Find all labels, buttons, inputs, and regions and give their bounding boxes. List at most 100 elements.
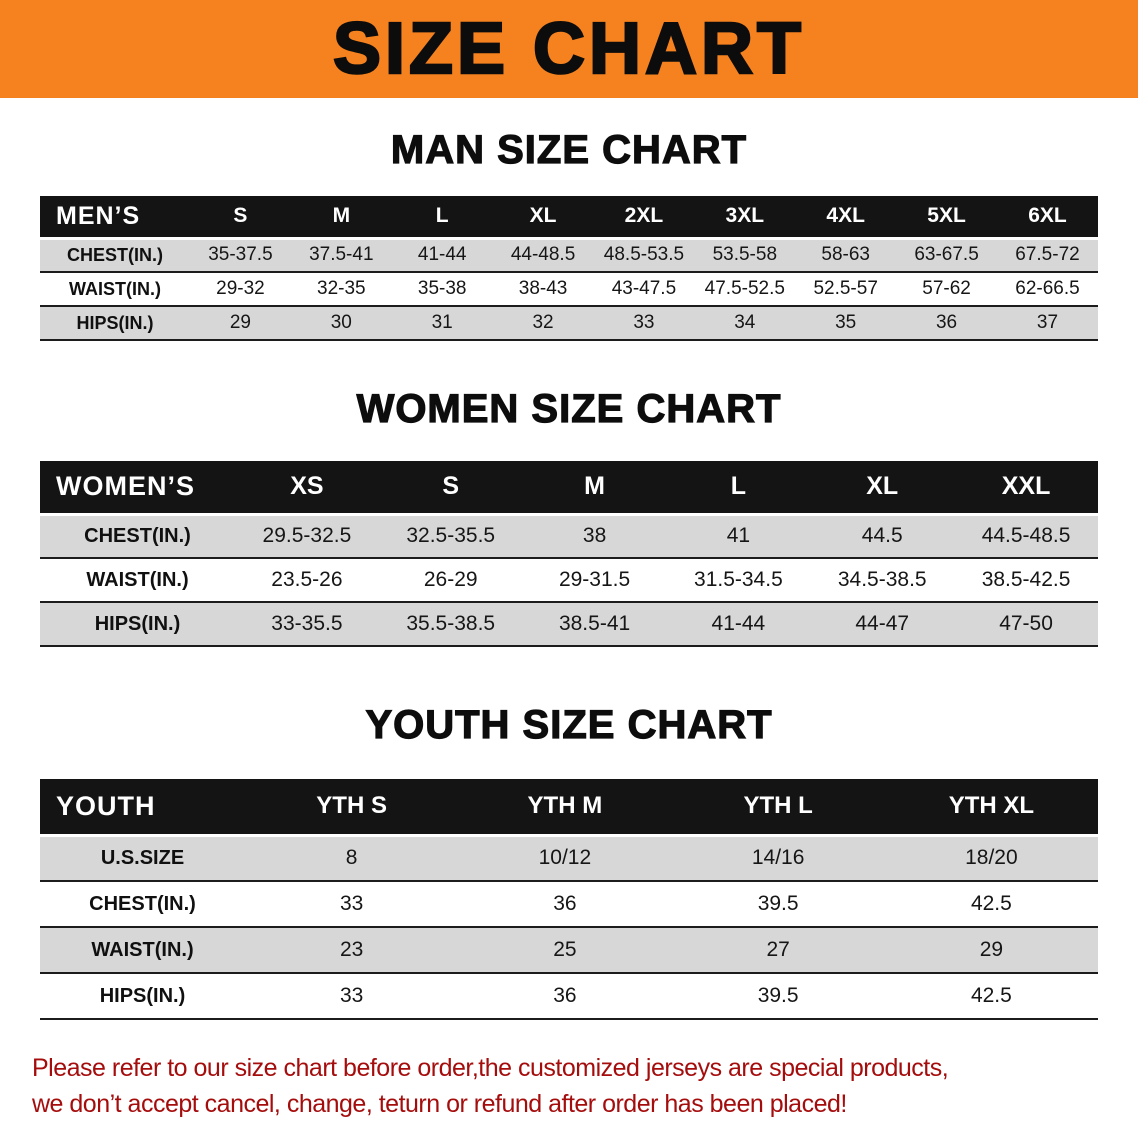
size-chart-title: SIZE CHART [332, 9, 805, 89]
women-column-header: S [378, 461, 523, 514]
women-value-cell: 44.5 [861, 524, 903, 548]
women-value-cell: 29.5-32.5 [262, 524, 352, 548]
men-row-label: WAIST(IN.) [69, 278, 161, 299]
men-value-cell: 29 [229, 312, 251, 333]
men-column-header: 2XL [593, 196, 695, 238]
men-table-row: HIPS(IN.) 29 30 31 32 33 34 35 36 37 [40, 306, 1098, 340]
women-size-chart-section: WOMEN SIZE CHART WOMEN’S XS S M L XL XXL CHEST(… [0, 386, 1138, 647]
youth-column-header: YTH M [458, 779, 672, 835]
youth-row-label: CHEST(IN.) [89, 892, 196, 915]
men-value-cell: 35 [835, 312, 857, 333]
men-row-label: CHEST(IN.) [67, 244, 163, 265]
women-value-cell: 38 [582, 524, 607, 548]
men-size-chart-heading: MAN SIZE CHART [390, 127, 748, 172]
youth-table-row: HIPS(IN.) 33 36 39.5 42.5 [40, 973, 1098, 1019]
men-size-chart-section: MAN SIZE CHART MEN’S S M L XL 2XL 3XL 4XL 5XL 6XL… [0, 127, 1138, 341]
women-table-row: WAIST(IN.) 23.5-26 26-29 29-31.5 31.5-34.5 34… [40, 558, 1098, 602]
women-column-header: XL [810, 461, 955, 514]
women-column-header: L [666, 461, 811, 514]
youth-value-cell: 29 [979, 938, 1004, 961]
youth-value-cell: 42.5 [970, 892, 1012, 915]
men-value-cell: 29-32 [216, 278, 265, 299]
women-value-cell: 26-29 [423, 568, 478, 591]
men-column-header: XL [492, 196, 594, 238]
women-value-cell: 47-50 [999, 612, 1053, 635]
youth-value-cell: 33 [339, 984, 364, 1007]
women-value-cell: 34.5-38.5 [837, 568, 927, 591]
women-row-label: CHEST(IN.) [84, 524, 191, 547]
youth-column-header: YTH XL [884, 779, 1098, 835]
men-value-cell: 57-62 [922, 278, 971, 299]
youth-value-cell: 18/20 [965, 846, 1018, 870]
men-column-header: 4XL [795, 196, 897, 238]
youth-corner-label: YOUTH [40, 779, 245, 835]
men-column-header: S [190, 196, 291, 238]
youth-value-cell: 36 [553, 892, 577, 915]
disclaimer-line-1: Please refer to our size chart before or… [32, 1054, 949, 1082]
women-value-cell: 38.5-41 [558, 612, 631, 635]
youth-value-cell: 8 [345, 846, 358, 870]
men-value-cell: 35-38 [417, 278, 467, 299]
youth-column-header: YTH L [671, 779, 885, 835]
women-value-cell: 32.5-35.5 [406, 524, 496, 548]
women-value-cell: 31.5-34.5 [694, 568, 783, 591]
youth-value-cell: 36 [553, 984, 577, 1007]
men-value-cell: 33 [633, 312, 655, 333]
men-table-row: WAIST(IN.) 29-32 32-35 35-38 38-43 43-47.5 47.… [40, 272, 1098, 306]
youth-row-label: U.S.SIZE [100, 846, 185, 869]
youth-header-row: YOUTH YTH S YTH M YTH L YTH XL [40, 779, 1098, 835]
men-value-cell: 30 [330, 312, 352, 333]
men-row-label: HIPS(IN.) [76, 312, 154, 333]
men-value-cell: 67.5-72 [1015, 244, 1080, 266]
youth-value-cell: 14/16 [751, 846, 805, 870]
women-corner-label: WOMEN’S [40, 461, 235, 514]
men-column-header: 3XL [694, 196, 796, 238]
women-table-row: HIPS(IN.) 33-35.5 35.5-38.5 38.5-41 41-44 44-… [40, 602, 1098, 646]
men-table-row: CHEST(IN.) 35-37.5 37.5-41 41-44 44-48.5 48.5… [40, 238, 1098, 272]
youth-size-chart-section: YOUTH SIZE CHART YOUTH YTH S YTH M YTH L YTH… [0, 702, 1138, 1020]
men-value-cell: 48.5-53.5 [603, 244, 685, 266]
youth-value-cell: 23 [339, 938, 364, 961]
women-size-table: WOMEN’S XS S M L XL XXL CHEST(IN.) 29.5-32.5 32.5… [40, 461, 1098, 647]
youth-value-cell: 25 [553, 938, 577, 961]
women-value-cell: 35.5-38.5 [406, 612, 496, 635]
women-value-cell: 41-44 [711, 612, 766, 635]
men-value-cell: 34 [734, 312, 756, 333]
men-value-cell: 52.5-57 [813, 278, 878, 299]
men-value-cell: 58-63 [821, 244, 870, 266]
size-chart-banner: SIZE CHART [0, 0, 1138, 98]
women-size-chart-heading: WOMEN SIZE CHART [356, 386, 782, 431]
men-column-header: M [290, 196, 392, 238]
youth-value-cell: 10/12 [538, 846, 592, 870]
women-header-row: WOMEN’S XS S M L XL XXL [40, 461, 1098, 514]
women-value-cell: 44.5-48.5 [981, 524, 1071, 548]
youth-column-header: YTH S [245, 779, 459, 835]
men-value-cell: 62-66.5 [1015, 278, 1080, 299]
men-corner-label: MEN’S [40, 196, 190, 238]
youth-size-table: YOUTH YTH S YTH M YTH L YTH XL U.S.SIZE 8 10/12… [40, 779, 1098, 1020]
women-value-cell: 41 [726, 524, 751, 548]
women-column-header: XS [235, 461, 379, 514]
men-value-cell: 44-48.5 [510, 244, 576, 266]
men-value-cell: 35-37.5 [208, 244, 273, 266]
women-value-cell: 29-31.5 [558, 568, 631, 591]
men-column-header: 5XL [896, 196, 997, 238]
men-column-header: 6XL [997, 196, 1098, 238]
men-value-cell: 63-67.5 [914, 244, 979, 266]
disclaimer: Please refer to our size chart before or… [0, 1050, 1138, 1123]
men-value-cell: 37 [1036, 312, 1059, 333]
women-column-header: XXL [954, 461, 1098, 514]
women-value-cell: 44-47 [855, 612, 910, 635]
men-value-cell: 31 [431, 312, 453, 333]
men-value-cell: 53.5-58 [712, 244, 778, 266]
men-column-header: L [391, 196, 493, 238]
youth-size-chart-heading: YOUTH SIZE CHART [365, 702, 773, 747]
men-value-cell: 36 [935, 312, 958, 333]
youth-value-cell: 33 [339, 892, 364, 915]
youth-table-row: U.S.SIZE 8 10/12 14/16 18/20 [40, 835, 1098, 881]
youth-value-cell: 42.5 [970, 984, 1012, 1007]
men-value-cell: 37.5-41 [309, 244, 374, 266]
men-value-cell: 38-43 [518, 278, 568, 299]
youth-value-cell: 27 [766, 938, 790, 961]
women-value-cell: 23.5-26 [271, 568, 343, 591]
